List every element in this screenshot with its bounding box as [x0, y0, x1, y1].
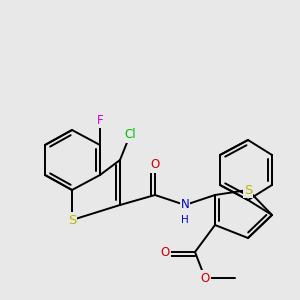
- Text: O: O: [150, 158, 160, 172]
- Text: O: O: [160, 245, 169, 259]
- Text: F: F: [97, 113, 103, 127]
- Text: N: N: [181, 199, 189, 212]
- Text: S: S: [68, 214, 76, 226]
- Text: Cl: Cl: [124, 128, 136, 142]
- Text: O: O: [200, 272, 210, 284]
- Text: S: S: [244, 184, 252, 196]
- Text: H: H: [181, 215, 189, 225]
